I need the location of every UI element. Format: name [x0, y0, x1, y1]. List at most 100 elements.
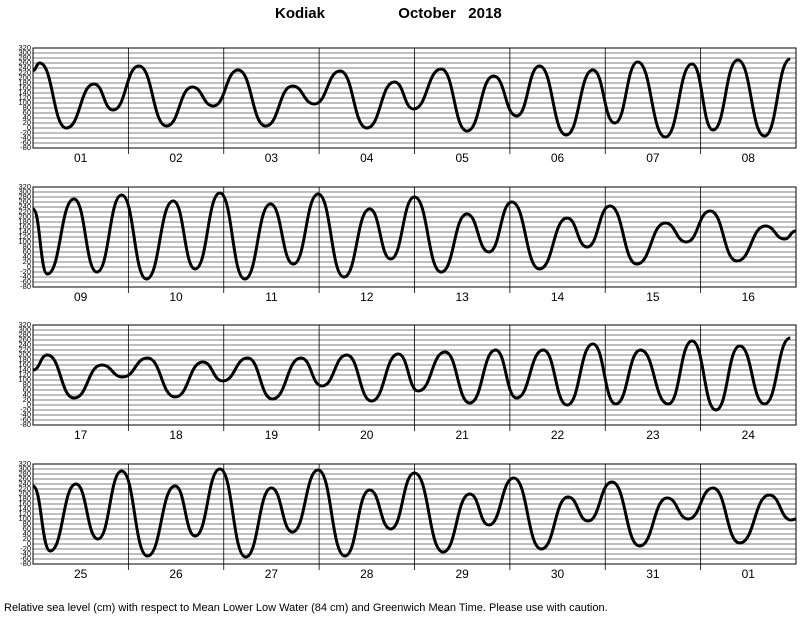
day-label: 03 [265, 151, 279, 165]
day-label: 24 [742, 428, 756, 442]
y-tick-label: 280 [18, 53, 31, 62]
tide-curve [33, 191, 796, 281]
day-label: 08 [742, 151, 756, 165]
y-tick-label: 160 [18, 499, 31, 508]
y-tick-label: 140 [18, 88, 31, 97]
y-tick-label: 100 [18, 237, 31, 246]
day-label: 13 [456, 290, 470, 304]
y-tick-label: -20 [20, 405, 31, 414]
y-tick-label: 80 [23, 103, 31, 112]
y-tick-label: 60 [23, 247, 31, 256]
y-tick-label: 220 [18, 345, 31, 354]
y-tick-label: 280 [18, 192, 31, 201]
day-label: 27 [265, 567, 279, 581]
y-tick-label: 300 [18, 325, 31, 334]
y-tick-label: 300 [18, 187, 31, 196]
y-tick-label: 200 [18, 212, 31, 221]
y-tick-label: 280 [18, 469, 31, 478]
y-tick-label: -20 [20, 128, 31, 137]
y-tick-label: 0 [27, 400, 31, 409]
day-label: 22 [551, 428, 565, 442]
y-tick-label: 320 [18, 320, 31, 329]
tide-curve [33, 57, 791, 139]
y-tick-label: 220 [18, 207, 31, 216]
y-tick-label: 120 [18, 509, 31, 518]
y-tick-label: 260 [18, 197, 31, 206]
day-label: 25 [74, 567, 88, 581]
panel-frame [32, 463, 797, 565]
y-tick-label: 60 [23, 524, 31, 533]
day-label: 17 [74, 428, 88, 442]
y-tick-label: 80 [23, 519, 31, 528]
y-tick-label: 20 [23, 395, 31, 404]
y-tick-label: 120 [18, 370, 31, 379]
y-tick-label: 120 [18, 232, 31, 241]
day-label: 01 [742, 567, 756, 581]
y-tick-label: -80 [20, 282, 31, 291]
y-tick-label: 220 [18, 484, 31, 493]
y-tick-label: 0 [27, 539, 31, 548]
chart-period: October 2018 [398, 5, 501, 22]
y-tick-label: -40 [20, 272, 31, 281]
y-tick-label: 40 [23, 252, 31, 261]
chart-title: Kodiak [275, 5, 326, 22]
day-label: 29 [456, 567, 470, 581]
y-tick-label: 80 [23, 242, 31, 251]
day-label: 15 [646, 290, 660, 304]
y-tick-label: 300 [18, 48, 31, 57]
day-label: 28 [360, 567, 374, 581]
y-tick-label: 20 [23, 257, 31, 266]
y-tick-label: 160 [18, 83, 31, 92]
y-tick-label: 140 [18, 227, 31, 236]
day-label: 16 [742, 290, 756, 304]
y-tick-label: 200 [18, 73, 31, 82]
y-tick-label: 260 [18, 474, 31, 483]
y-tick-label: 120 [18, 93, 31, 102]
y-tick-label: 100 [18, 514, 31, 523]
y-tick-label: 240 [18, 63, 31, 72]
y-tick-label: 180 [18, 494, 31, 503]
y-tick-label: 320 [18, 43, 31, 52]
y-tick-label: 60 [23, 385, 31, 394]
y-tick-label: 180 [18, 78, 31, 87]
footnote: Relative sea level (cm) with respect to … [4, 602, 608, 614]
y-tick-label: 260 [18, 58, 31, 67]
y-tick-label: -80 [20, 420, 31, 429]
day-label: 20 [360, 428, 374, 442]
day-label: 11 [265, 290, 278, 304]
y-tick-label: 320 [18, 459, 31, 468]
y-tick-label: 0 [27, 262, 31, 271]
y-tick-label: 300 [18, 464, 31, 473]
day-label: 05 [456, 151, 470, 165]
day-label: 31 [646, 567, 660, 581]
y-tick-label: 0 [27, 123, 31, 132]
y-tick-label: -20 [20, 544, 31, 553]
y-tick-label: -40 [20, 549, 31, 558]
day-label: 10 [169, 290, 183, 304]
y-tick-label: -40 [20, 133, 31, 142]
y-tick-label: 200 [18, 350, 31, 359]
y-tick-label: 100 [18, 98, 31, 107]
y-tick-label: 180 [18, 355, 31, 364]
y-tick-label: -60 [20, 277, 31, 286]
y-tick-label: 40 [23, 529, 31, 538]
y-tick-label: -60 [20, 415, 31, 424]
y-tick-label: 320 [18, 182, 31, 191]
day-label: 04 [360, 151, 374, 165]
y-tick-label: 160 [18, 360, 31, 369]
day-label: 07 [646, 151, 660, 165]
y-tick-label: -80 [20, 559, 31, 568]
panel-frame [32, 47, 797, 149]
tide-curve [33, 336, 791, 412]
panel-frame [32, 186, 797, 288]
y-tick-label: 20 [23, 118, 31, 127]
day-label: 01 [74, 151, 88, 165]
panel-frame [32, 324, 797, 426]
y-tick-label: 260 [18, 335, 31, 344]
y-tick-label: 140 [18, 365, 31, 374]
y-tick-label: 40 [23, 390, 31, 399]
day-label: 09 [74, 290, 88, 304]
y-tick-label: 280 [18, 330, 31, 339]
tide-curve [33, 467, 796, 559]
